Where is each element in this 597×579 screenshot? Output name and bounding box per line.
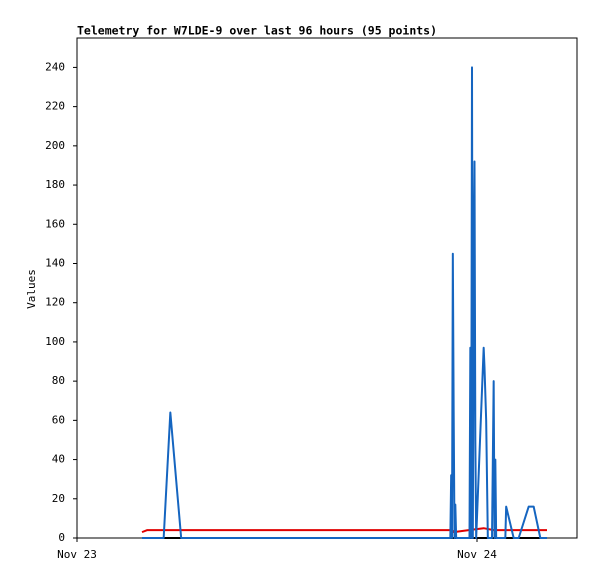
chart-title: Telemetry for W7LDE-9 over last 96 hours… — [77, 24, 437, 38]
series-line — [142, 66, 547, 539]
y-tick-label: 140 — [45, 256, 65, 269]
y-tick-label: 60 — [52, 413, 65, 426]
y-tick-label: 120 — [45, 296, 65, 309]
y-tick-label: 100 — [45, 335, 65, 348]
y-tick-label: 220 — [45, 100, 65, 113]
y-tick-label: 240 — [45, 60, 65, 73]
y-tick-label: 80 — [52, 374, 65, 387]
y-axis-label: Values — [25, 269, 38, 309]
y-tick-label: 160 — [45, 217, 65, 230]
y-tick-label: 180 — [45, 178, 65, 191]
x-tick-label: Nov 24 — [457, 548, 497, 561]
y-tick-label: 20 — [52, 492, 65, 505]
y-tick-label: 40 — [52, 453, 65, 466]
y-tick-label: 200 — [45, 139, 65, 152]
x-tick-label: Nov 23 — [57, 548, 97, 561]
y-tick-label: 0 — [58, 531, 65, 544]
